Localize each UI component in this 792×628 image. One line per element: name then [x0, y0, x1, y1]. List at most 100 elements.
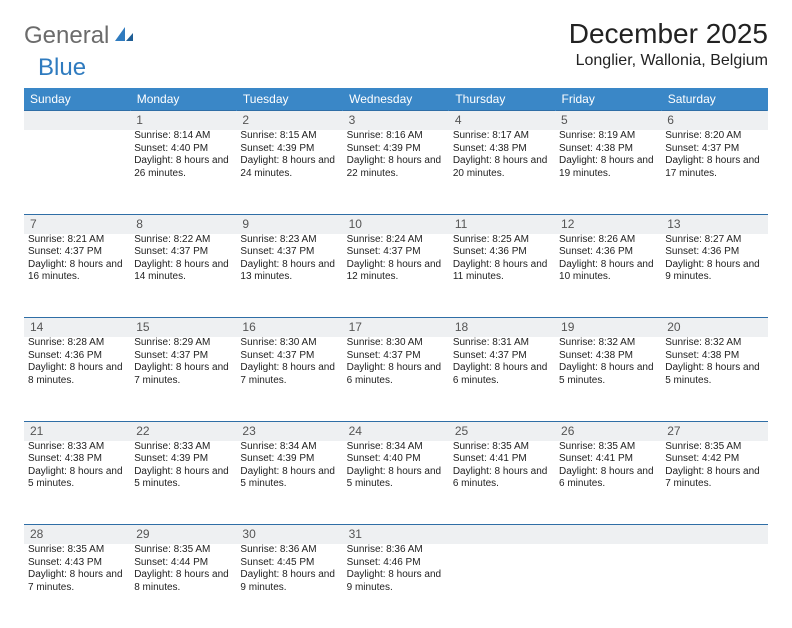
sunset-line: Sunset: 4:38 PM — [665, 350, 763, 363]
day-cell: Sunrise: 8:35 AMSunset: 4:41 PMDaylight:… — [449, 441, 555, 525]
sunrise-line: Sunrise: 8:30 AM — [240, 337, 338, 350]
weekday-header: Tuesday — [236, 88, 342, 111]
day-number: 19 — [555, 318, 661, 338]
daylight-line: Daylight: 8 hours and 7 minutes. — [240, 362, 338, 387]
sunset-line: Sunset: 4:38 PM — [453, 143, 551, 156]
day-number — [449, 525, 555, 545]
sunset-line: Sunset: 4:37 PM — [134, 350, 232, 363]
sunset-line: Sunset: 4:36 PM — [665, 246, 763, 259]
daylight-line: Daylight: 8 hours and 22 minutes. — [347, 155, 445, 180]
daylight-line: Daylight: 8 hours and 5 minutes. — [134, 466, 232, 491]
day-number: 24 — [343, 421, 449, 441]
daylight-line: Daylight: 8 hours and 5 minutes. — [240, 466, 338, 491]
day-cell: Sunrise: 8:35 AMSunset: 4:44 PMDaylight:… — [130, 544, 236, 628]
day-cell: Sunrise: 8:27 AMSunset: 4:36 PMDaylight:… — [661, 234, 767, 318]
month-title: December 2025 — [569, 18, 768, 50]
daylight-line: Daylight: 8 hours and 9 minutes. — [347, 569, 445, 594]
day-number: 23 — [236, 421, 342, 441]
day-number: 4 — [449, 111, 555, 131]
brand-logo: General — [24, 18, 137, 50]
sunrise-line: Sunrise: 8:27 AM — [665, 234, 763, 247]
daylight-line: Daylight: 8 hours and 7 minutes. — [665, 466, 763, 491]
sunset-line: Sunset: 4:39 PM — [347, 143, 445, 156]
sunrise-line: Sunrise: 8:15 AM — [240, 130, 338, 143]
content-row: Sunrise: 8:14 AMSunset: 4:40 PMDaylight:… — [24, 130, 768, 214]
day-number: 18 — [449, 318, 555, 338]
sunset-line: Sunset: 4:37 PM — [134, 246, 232, 259]
day-cell: Sunrise: 8:15 AMSunset: 4:39 PMDaylight:… — [236, 130, 342, 214]
sunset-line: Sunset: 4:36 PM — [28, 350, 126, 363]
day-number — [555, 525, 661, 545]
calendar-body: 123456Sunrise: 8:14 AMSunset: 4:40 PMDay… — [24, 111, 768, 628]
sunset-line: Sunset: 4:37 PM — [240, 246, 338, 259]
day-number: 10 — [343, 214, 449, 234]
daylight-line: Daylight: 8 hours and 13 minutes. — [240, 259, 338, 284]
sunrise-line: Sunrise: 8:33 AM — [134, 441, 232, 454]
day-number: 31 — [343, 525, 449, 545]
day-cell: Sunrise: 8:14 AMSunset: 4:40 PMDaylight:… — [130, 130, 236, 214]
sunset-line: Sunset: 4:41 PM — [559, 453, 657, 466]
day-number: 7 — [24, 214, 130, 234]
day-cell: Sunrise: 8:32 AMSunset: 4:38 PMDaylight:… — [555, 337, 661, 421]
day-cell: Sunrise: 8:32 AMSunset: 4:38 PMDaylight:… — [661, 337, 767, 421]
day-cell: Sunrise: 8:30 AMSunset: 4:37 PMDaylight:… — [343, 337, 449, 421]
day-cell: Sunrise: 8:33 AMSunset: 4:39 PMDaylight:… — [130, 441, 236, 525]
daylight-line: Daylight: 8 hours and 8 minutes. — [28, 362, 126, 387]
day-number: 29 — [130, 525, 236, 545]
day-cell: Sunrise: 8:35 AMSunset: 4:41 PMDaylight:… — [555, 441, 661, 525]
weekday-header: Saturday — [661, 88, 767, 111]
sunset-line: Sunset: 4:40 PM — [347, 453, 445, 466]
weekday-header: Monday — [130, 88, 236, 111]
sunrise-line: Sunrise: 8:17 AM — [453, 130, 551, 143]
daylight-line: Daylight: 8 hours and 26 minutes. — [134, 155, 232, 180]
weekday-header: Friday — [555, 88, 661, 111]
day-cell: Sunrise: 8:23 AMSunset: 4:37 PMDaylight:… — [236, 234, 342, 318]
day-cell: Sunrise: 8:33 AMSunset: 4:38 PMDaylight:… — [24, 441, 130, 525]
sunrise-line: Sunrise: 8:35 AM — [28, 544, 126, 557]
day-number: 28 — [24, 525, 130, 545]
day-cell — [555, 544, 661, 628]
day-number: 20 — [661, 318, 767, 338]
sunset-line: Sunset: 4:45 PM — [240, 557, 338, 570]
day-number: 14 — [24, 318, 130, 338]
sunrise-line: Sunrise: 8:36 AM — [240, 544, 338, 557]
sunrise-line: Sunrise: 8:19 AM — [559, 130, 657, 143]
daylight-line: Daylight: 8 hours and 5 minutes. — [665, 362, 763, 387]
day-cell: Sunrise: 8:34 AMSunset: 4:39 PMDaylight:… — [236, 441, 342, 525]
sunset-line: Sunset: 4:42 PM — [665, 453, 763, 466]
day-number: 8 — [130, 214, 236, 234]
weekday-row: SundayMondayTuesdayWednesdayThursdayFrid… — [24, 88, 768, 111]
daynum-row: 78910111213 — [24, 214, 768, 234]
day-cell: Sunrise: 8:22 AMSunset: 4:37 PMDaylight:… — [130, 234, 236, 318]
day-number: 9 — [236, 214, 342, 234]
day-cell: Sunrise: 8:34 AMSunset: 4:40 PMDaylight:… — [343, 441, 449, 525]
daynum-row: 28293031 — [24, 525, 768, 545]
calendar-head: SundayMondayTuesdayWednesdayThursdayFrid… — [24, 88, 768, 111]
sunset-line: Sunset: 4:39 PM — [240, 143, 338, 156]
daylight-line: Daylight: 8 hours and 6 minutes. — [347, 362, 445, 387]
daylight-line: Daylight: 8 hours and 11 minutes. — [453, 259, 551, 284]
sunset-line: Sunset: 4:38 PM — [28, 453, 126, 466]
sunset-line: Sunset: 4:46 PM — [347, 557, 445, 570]
daylight-line: Daylight: 8 hours and 5 minutes. — [559, 362, 657, 387]
sunrise-line: Sunrise: 8:35 AM — [559, 441, 657, 454]
title-block: December 2025 Longlier, Wallonia, Belgiu… — [569, 18, 768, 70]
sunrise-line: Sunrise: 8:35 AM — [134, 544, 232, 557]
sunset-line: Sunset: 4:44 PM — [134, 557, 232, 570]
day-cell: Sunrise: 8:28 AMSunset: 4:36 PMDaylight:… — [24, 337, 130, 421]
daynum-row: 14151617181920 — [24, 318, 768, 338]
sunrise-line: Sunrise: 8:30 AM — [347, 337, 445, 350]
day-number: 26 — [555, 421, 661, 441]
day-number: 21 — [24, 421, 130, 441]
sunrise-line: Sunrise: 8:35 AM — [665, 441, 763, 454]
daylight-line: Daylight: 8 hours and 5 minutes. — [28, 466, 126, 491]
day-number: 22 — [130, 421, 236, 441]
sunset-line: Sunset: 4:38 PM — [559, 143, 657, 156]
sunset-line: Sunset: 4:40 PM — [134, 143, 232, 156]
day-cell: Sunrise: 8:21 AMSunset: 4:37 PMDaylight:… — [24, 234, 130, 318]
day-cell — [449, 544, 555, 628]
day-number: 6 — [661, 111, 767, 131]
daylight-line: Daylight: 8 hours and 7 minutes. — [134, 362, 232, 387]
sunset-line: Sunset: 4:37 PM — [665, 143, 763, 156]
day-cell: Sunrise: 8:36 AMSunset: 4:45 PMDaylight:… — [236, 544, 342, 628]
